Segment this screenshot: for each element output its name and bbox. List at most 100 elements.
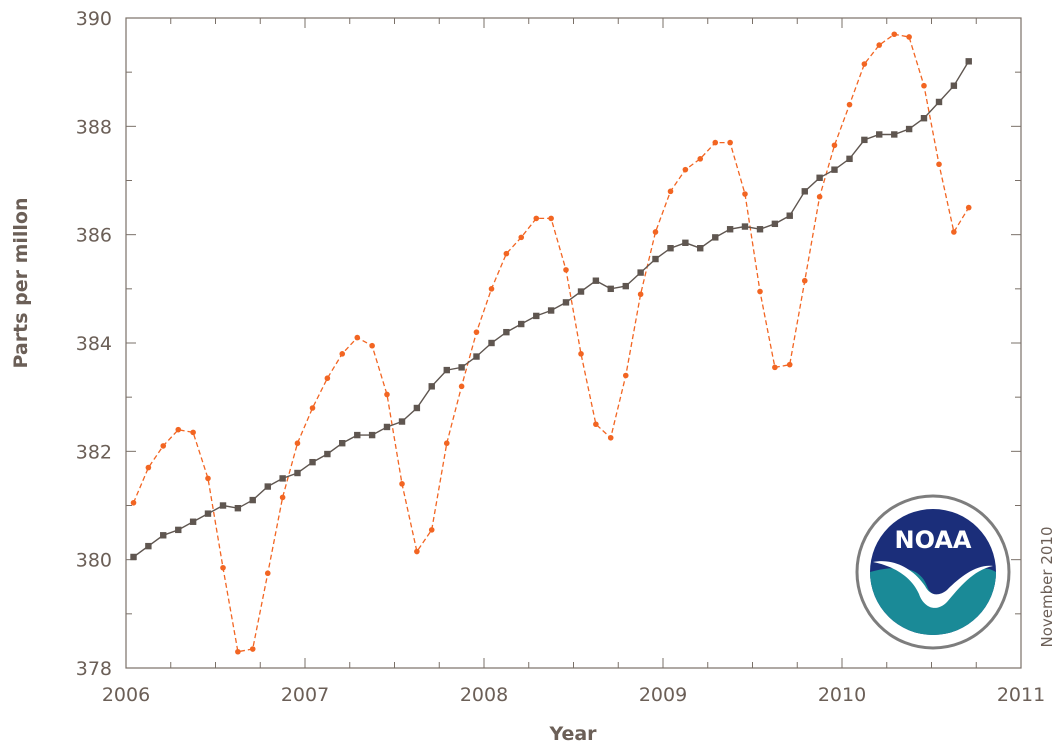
data-point xyxy=(951,229,957,235)
data-point xyxy=(548,215,554,222)
data-point xyxy=(921,82,927,89)
data-point xyxy=(503,328,510,336)
data-point xyxy=(816,193,823,200)
data-point xyxy=(742,191,748,197)
series-markers xyxy=(130,31,972,655)
data-point xyxy=(637,269,644,276)
y-tick-label: 384 xyxy=(76,333,112,355)
data-point xyxy=(324,375,331,382)
data-point xyxy=(876,42,883,48)
data-point xyxy=(861,61,868,67)
data-point xyxy=(562,299,570,306)
data-point xyxy=(309,405,316,411)
data-point xyxy=(354,431,361,439)
data-point xyxy=(220,564,226,571)
data-point xyxy=(264,483,271,490)
series-lines xyxy=(132,33,970,653)
data-point xyxy=(204,510,212,517)
data-point xyxy=(369,342,375,349)
x-tick-label: 2006 xyxy=(102,684,150,706)
x-tick-label: 2009 xyxy=(639,684,687,706)
x-axis-title: Year xyxy=(548,723,597,745)
data-point xyxy=(533,312,540,320)
data-point xyxy=(801,277,808,284)
y-tick-label: 382 xyxy=(76,441,112,463)
data-point xyxy=(235,648,241,655)
data-point xyxy=(667,245,674,252)
data-point xyxy=(339,440,346,447)
data-point xyxy=(428,383,435,390)
data-point xyxy=(264,570,271,577)
data-point xyxy=(503,250,510,257)
y-tick-label: 380 xyxy=(76,550,112,572)
data-point xyxy=(905,125,913,133)
data-point xyxy=(726,226,734,233)
data-point xyxy=(458,364,465,371)
data-point xyxy=(712,139,719,146)
x-tick-label: 2008 xyxy=(460,684,508,706)
data-point xyxy=(130,553,137,561)
data-point xyxy=(234,505,242,512)
data-point xyxy=(488,339,495,347)
noaa-logo-text: NOAA xyxy=(895,526,972,554)
data-point xyxy=(607,434,614,441)
data-point xyxy=(443,366,450,374)
tick-labels: 2006 2007 2008 2009 2010 2011 378 380 382 384 386 3… xyxy=(76,8,1045,706)
data-point xyxy=(368,431,376,439)
data-point xyxy=(697,156,704,162)
data-point xyxy=(861,136,868,144)
data-point xyxy=(891,131,898,138)
data-point xyxy=(697,245,704,252)
data-point xyxy=(518,320,525,328)
data-point xyxy=(891,31,898,38)
data-point xyxy=(294,469,301,477)
data-point xyxy=(413,404,421,412)
data-point xyxy=(771,220,779,228)
data-point xyxy=(249,646,256,652)
data-point xyxy=(160,532,167,539)
data-point xyxy=(950,82,958,89)
data-point xyxy=(205,475,211,482)
series-line-1 xyxy=(132,33,970,653)
data-point xyxy=(652,255,659,263)
data-point xyxy=(712,234,719,241)
data-point xyxy=(428,527,435,533)
data-point xyxy=(622,372,629,379)
data-point xyxy=(414,548,420,555)
y-tick-label: 388 xyxy=(76,116,112,138)
data-point xyxy=(145,464,152,471)
x-tick-label: 2011 xyxy=(997,684,1045,706)
data-point xyxy=(175,526,182,534)
data-point xyxy=(592,277,600,284)
data-point xyxy=(488,286,495,292)
data-point xyxy=(398,418,406,425)
data-point xyxy=(189,518,197,525)
y-tick-label: 390 xyxy=(76,8,112,30)
data-point xyxy=(473,329,480,335)
data-point xyxy=(876,131,883,138)
data-point xyxy=(383,423,391,431)
data-point xyxy=(443,440,450,447)
data-point xyxy=(518,234,525,241)
data-point xyxy=(906,34,912,40)
data-point xyxy=(920,115,928,122)
data-point xyxy=(846,155,853,163)
data-point xyxy=(786,361,793,368)
data-point xyxy=(831,142,838,149)
data-point xyxy=(756,226,764,233)
data-point xyxy=(831,166,838,173)
data-point xyxy=(936,161,942,168)
data-point xyxy=(547,307,555,314)
data-point xyxy=(816,174,823,181)
data-point xyxy=(354,334,361,341)
data-point xyxy=(965,58,972,65)
data-point xyxy=(533,215,540,222)
data-point xyxy=(145,542,152,550)
data-point xyxy=(577,288,585,295)
data-point xyxy=(384,391,390,398)
data-point xyxy=(772,364,778,371)
x-tick-label: 2010 xyxy=(818,684,866,706)
data-point xyxy=(935,98,943,106)
data-point xyxy=(563,267,569,273)
